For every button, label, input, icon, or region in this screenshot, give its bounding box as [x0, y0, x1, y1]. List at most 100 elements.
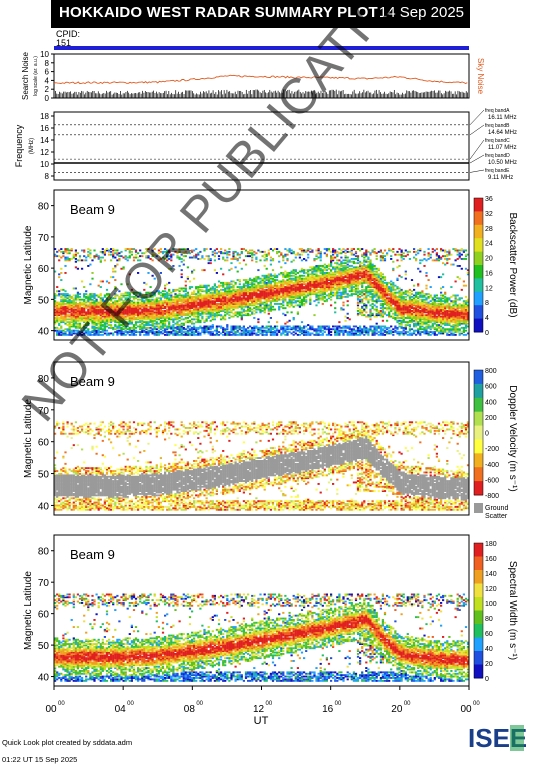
- freq-band-value: 11.07 MHz: [488, 145, 517, 151]
- radar-cell: [237, 252, 239, 254]
- radar-cell: [176, 311, 178, 313]
- radar-cell: [214, 252, 216, 254]
- radar-cell: [164, 310, 166, 312]
- radar-cell: [272, 250, 274, 252]
- radar-cell: [232, 333, 234, 335]
- radar-cell: [210, 258, 212, 260]
- radar-cell: [251, 250, 253, 252]
- radar-cell: [278, 273, 280, 275]
- radar-cell: [274, 326, 276, 328]
- radar-cell: [249, 307, 251, 309]
- radar-cell: [62, 255, 64, 257]
- radar-cell: [116, 250, 118, 252]
- radar-cell: [349, 295, 351, 297]
- radar-cell: [374, 304, 376, 306]
- noise-ylabel: Search Noise: [21, 51, 30, 100]
- radar-cell: [257, 269, 259, 271]
- radar-cell: [239, 283, 241, 285]
- radar-cell: [295, 300, 297, 302]
- radar-cell: [353, 254, 355, 256]
- radar-cell: [89, 252, 91, 254]
- radar-cell: [291, 333, 293, 335]
- radar-cell: [253, 317, 255, 319]
- radar-cell: [224, 333, 226, 335]
- radar-cell: [355, 255, 357, 257]
- radar-cell: [187, 276, 189, 278]
- radar-cell: [324, 264, 326, 266]
- radar-cell: [338, 252, 340, 254]
- radar-cell: [208, 316, 210, 318]
- radar-cell: [230, 290, 232, 292]
- radar-cell: [328, 268, 330, 270]
- radar-cell: [270, 317, 272, 319]
- radar-cell: [60, 257, 62, 259]
- radar-cell: [270, 273, 272, 275]
- radar-cell: [326, 299, 328, 301]
- radar-cell: [372, 313, 374, 315]
- radar-cell: [210, 262, 212, 264]
- radar-cell: [228, 254, 230, 256]
- radar-cell: [154, 326, 156, 328]
- radar-cell: [359, 326, 361, 328]
- radar-cell: [176, 321, 178, 323]
- radar-cell: [369, 304, 371, 306]
- radar-cell: [286, 321, 288, 323]
- radar-cell: [276, 275, 278, 277]
- radar-cell: [203, 326, 205, 328]
- radar-cell: [264, 281, 266, 283]
- radar-cell: [58, 293, 60, 295]
- radar-cell: [110, 248, 112, 250]
- radar-cell: [336, 266, 338, 268]
- radar-cell: [93, 255, 95, 257]
- radar-cell: [203, 320, 205, 322]
- radar-cell: [214, 288, 216, 290]
- radar-cell: [361, 299, 363, 301]
- radar-cell: [58, 317, 60, 319]
- radar-cell: [187, 317, 189, 319]
- radar-cell: [353, 266, 355, 268]
- radar-cell: [158, 326, 160, 328]
- radar-cell: [315, 328, 317, 330]
- radar-cell: [199, 320, 201, 322]
- radar-cell: [342, 276, 344, 278]
- radar-cell: [324, 296, 326, 298]
- radar-cell: [270, 259, 272, 261]
- freq-band-label: freq bandB: [485, 123, 510, 129]
- radar-cell: [268, 304, 270, 306]
- radar-cell: [185, 285, 187, 287]
- radar-cell: [297, 252, 299, 254]
- radar-cell: [235, 331, 237, 333]
- radar-cell: [255, 333, 257, 335]
- radar-cell: [330, 331, 332, 333]
- radar-cell: [193, 326, 195, 328]
- radar-cell: [230, 286, 232, 288]
- radar-cell: [96, 254, 98, 256]
- radar-cell: [102, 251, 104, 253]
- radar-cell: [367, 295, 369, 297]
- radar-cell: [340, 327, 342, 329]
- radar-cell: [189, 316, 191, 318]
- radar-cell: [295, 254, 297, 256]
- radar-cell: [220, 251, 222, 253]
- radar-cell: [293, 251, 295, 253]
- radar-cell: [289, 306, 291, 308]
- radar-cell: [336, 262, 338, 264]
- radar-cell: [301, 299, 303, 301]
- radar-cell: [374, 248, 376, 250]
- radar-cell: [172, 299, 174, 301]
- radar-cell: [249, 250, 251, 252]
- radar-cell: [64, 293, 66, 295]
- radar-cell: [291, 278, 293, 280]
- radar-cell: [286, 258, 288, 260]
- radar-cell: [232, 281, 234, 283]
- radar-cell: [172, 304, 174, 306]
- radar-cell: [359, 278, 361, 280]
- radar-cell: [243, 248, 245, 250]
- radar-cell: [305, 250, 307, 252]
- radar-cell: [311, 333, 313, 335]
- radar-cell: [56, 295, 58, 297]
- radar-cell: [218, 251, 220, 253]
- radar-cell: [307, 269, 309, 271]
- radar-cell: [257, 250, 259, 252]
- radar-cell: [286, 311, 288, 313]
